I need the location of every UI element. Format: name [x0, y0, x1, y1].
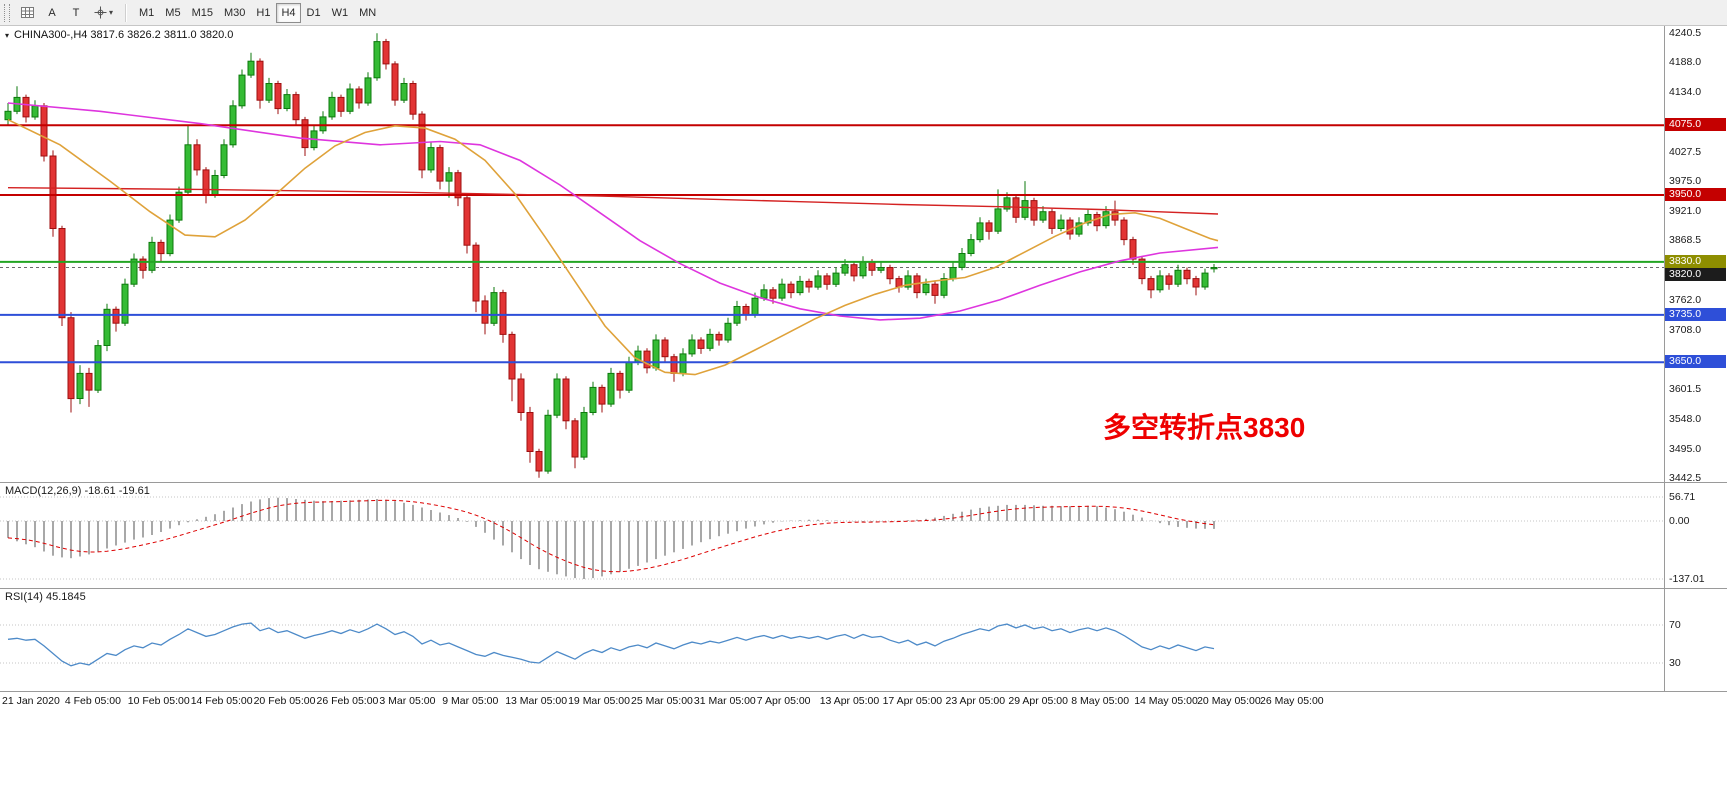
timeframe-button-m15[interactable]: M15: [187, 3, 218, 23]
chart-title: ▾ CHINA300-,H4 3817.6 3826.2 3811.0 3820…: [5, 29, 233, 41]
macd-histogram: [7, 497, 1215, 579]
collapse-triangle-icon[interactable]: ▾: [5, 30, 10, 40]
price-axis-label: 4188.0: [1669, 56, 1702, 69]
macd-axis-label: 0.00: [1669, 515, 1690, 527]
price-tag: 4075.0: [1665, 118, 1726, 131]
timeframe-button-d1[interactable]: D1: [302, 3, 326, 23]
macd-axis-label: -137.01: [1669, 572, 1705, 585]
time-axis-label: 14 Feb 05:00: [190, 695, 253, 707]
price-axis-label: 4027.5: [1669, 145, 1702, 158]
timeframe-button-w1[interactable]: W1: [327, 3, 354, 23]
rsi-level-lines: [0, 624, 1665, 664]
chart-grid-icon: [21, 7, 34, 18]
macd-signal-line: [7, 499, 1215, 573]
price-tag: 3820.0: [1665, 268, 1726, 281]
candles-layer: [4, 33, 1218, 478]
price-axis-label: 3708.0: [1669, 323, 1702, 336]
price-axis-label: 4240.5: [1669, 27, 1702, 39]
text-tool-button[interactable]: T: [65, 3, 87, 23]
time-axis-label: 21 Jan 2020: [2, 695, 60, 707]
rsi-axis-label: 70: [1669, 619, 1681, 631]
price-axis-label: 3921.0: [1669, 205, 1702, 218]
annotations-a-button[interactable]: A: [41, 3, 63, 23]
timeframe-button-m5[interactable]: M5: [160, 3, 185, 23]
symbol-ohlc-text: CHINA300-,H4 3817.6 3826.2 3811.0 3820.0: [14, 29, 234, 41]
macd-panel[interactable]: MACD(12,26,9) -18.61 -19.61 56.71 0.00 -13…: [0, 482, 1727, 588]
price-tag: 3950.0: [1665, 188, 1726, 201]
time-axis-label: 29 Apr 05:00: [1008, 695, 1068, 707]
time-axis-label: 26 Feb 05:00: [316, 695, 379, 707]
price-axis-label: 3495.0: [1669, 442, 1702, 455]
rsi-line: [7, 622, 1215, 667]
toolbar: A T ▾ M1 M5 M15 M30 H1 H4 D1 W1 MN: [0, 0, 1727, 26]
price-chart-panel[interactable]: ▾ CHINA300-,H4 3817.6 3826.2 3811.0 3820…: [0, 26, 1727, 484]
price-tag: 3830.0: [1665, 255, 1726, 268]
price-axis-label: 3548.0: [1669, 413, 1702, 426]
time-axis-label: 23 Apr 05:00: [945, 695, 1006, 707]
price-tag: 3650.0: [1665, 355, 1726, 368]
time-axis-label: 19 Mar 05:00: [568, 695, 630, 707]
rsi-canvas[interactable]: [0, 589, 1665, 691]
time-axis-label: 3 Mar 05:00: [379, 695, 436, 707]
price-axis-label: 3975.0: [1669, 175, 1702, 188]
rsi-panel[interactable]: RSI(14) 45.1845 70 30: [0, 588, 1727, 691]
price-axis-label: 3868.5: [1669, 234, 1702, 247]
timeframe-button-m1[interactable]: M1: [134, 3, 159, 23]
price-tag: 3735.0: [1665, 308, 1726, 321]
timeframe-group: M1 M5 M15 M30 H1 H4 D1 W1 MN: [134, 2, 381, 23]
time-axis-label: 13 Apr 05:00: [819, 695, 880, 707]
bottom-whitespace: [0, 711, 1727, 787]
price-axis-label: 3762.0: [1669, 293, 1702, 306]
time-axis-label: 14 May 05:00: [1134, 695, 1198, 707]
macd-canvas[interactable]: [0, 483, 1665, 588]
time-axis-label: 9 Mar 05:00: [442, 695, 499, 707]
toolbar-gripper[interactable]: [4, 3, 10, 22]
toolbar-separator: [125, 3, 128, 22]
time-axis-label: 20 Feb 05:00: [253, 695, 316, 707]
time-axis-label: 25 Mar 05:00: [631, 695, 693, 707]
timeframe-button-m30[interactable]: M30: [219, 3, 250, 23]
price-axis[interactable]: 4240.5 4188.0 4134.0 4027.5 3975.0 3921.0 3868…: [1664, 26, 1727, 484]
time-axis-label: 8 May 05:00: [1071, 695, 1130, 707]
cursor-tool-button[interactable]: ▾: [89, 3, 118, 23]
horizontal-lines-layer[interactable]: [0, 124, 1665, 364]
macd-axis: 56.71 0.00 -137.01: [1664, 483, 1727, 588]
time-axis-label: 10 Feb 05:00: [127, 695, 190, 707]
time-axis-label: 17 Apr 05:00: [882, 695, 943, 707]
macd-axis-label: 56.71: [1669, 491, 1696, 503]
rsi-label: RSI(14) 45.1845: [5, 591, 86, 603]
chart-annotation-text: 多空转折点3830: [1103, 412, 1306, 443]
time-axis-label: 13 Mar 05:00: [505, 695, 568, 707]
time-axis[interactable]: 21 Jan 2020 4 Feb 05:00 10 Feb 05:00 14 Feb…: [0, 691, 1727, 711]
macd-gridlines: [0, 496, 1665, 580]
time-axis-label: 7 Apr 05:00: [756, 695, 811, 707]
crosshair-icon: [94, 6, 107, 19]
time-axis-label: 26 May 05:00: [1260, 695, 1324, 707]
time-axis-label: 20 May 05:00: [1197, 695, 1261, 707]
candlestick-canvas[interactable]: [0, 26, 1665, 482]
timeframe-button-mn[interactable]: MN: [354, 3, 381, 23]
price-axis-label: 3442.5: [1669, 471, 1702, 484]
time-axis-label: 31 Mar 05:00: [693, 695, 756, 707]
chart-grid-button[interactable]: [16, 3, 39, 23]
timeframe-button-h4[interactable]: H4: [276, 2, 301, 23]
timeframe-button-h1[interactable]: H1: [251, 3, 275, 23]
time-axis-label: 4 Feb 05:00: [64, 695, 121, 707]
moving-averages-layer: [7, 102, 1219, 376]
rsi-axis-label: 30: [1669, 657, 1681, 669]
price-axis-label: 4134.0: [1669, 86, 1702, 99]
chevron-down-icon: ▾: [109, 8, 114, 17]
price-axis-label: 3601.5: [1669, 383, 1702, 396]
rsi-axis: 70 30: [1664, 589, 1727, 691]
macd-label: MACD(12,26,9) -18.61 -19.61: [5, 485, 150, 497]
